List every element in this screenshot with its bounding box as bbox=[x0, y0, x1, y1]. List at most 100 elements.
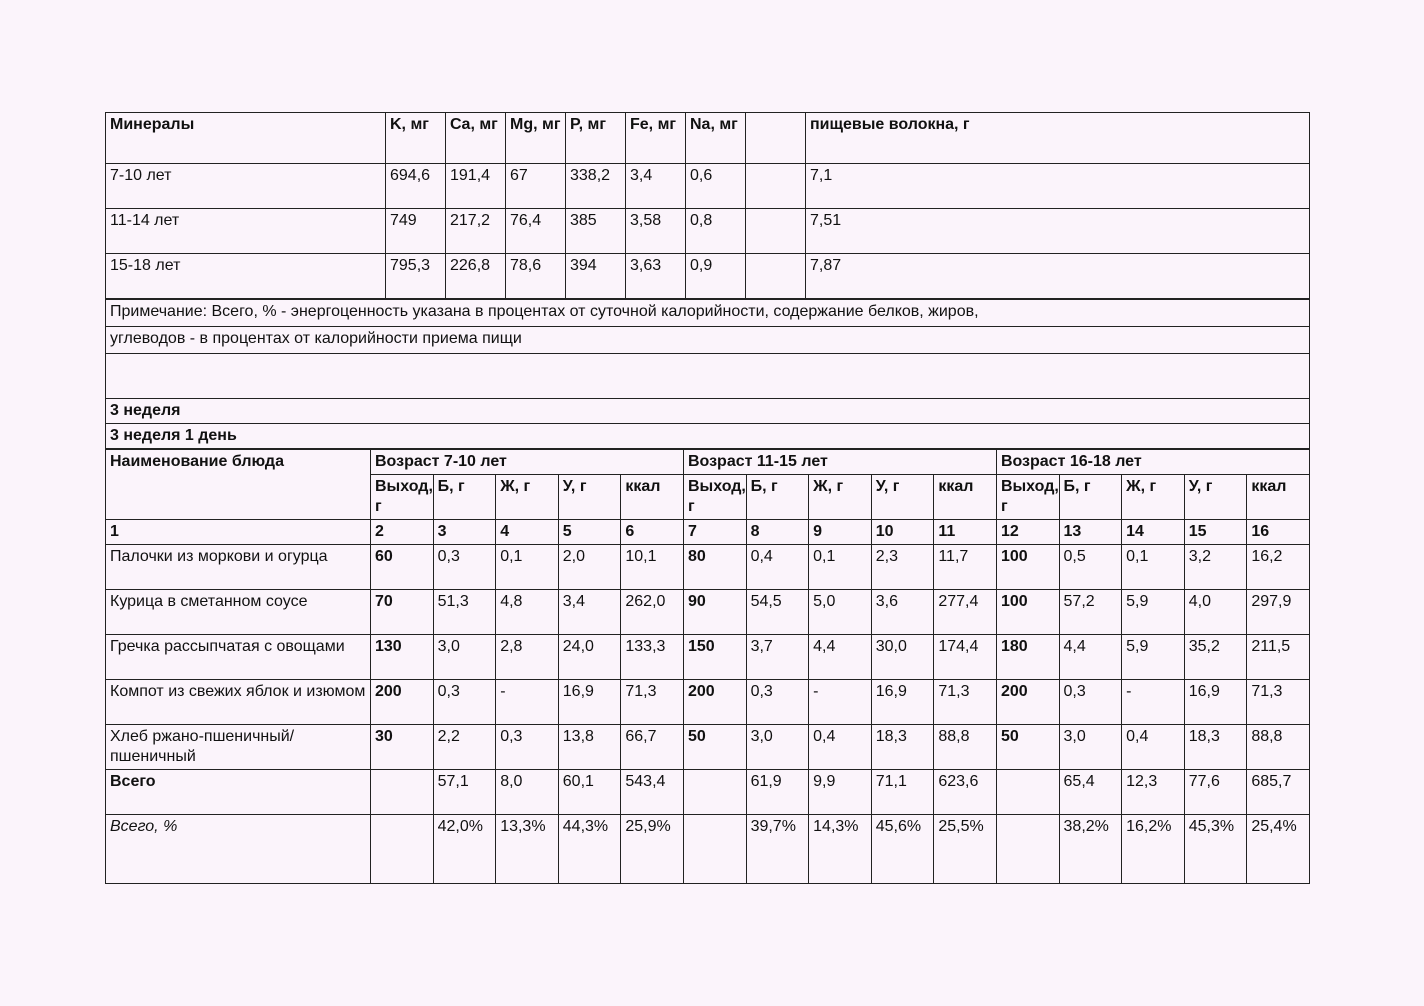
cell: 2,2 bbox=[432, 724, 497, 770]
cell: 3,4 bbox=[557, 589, 622, 635]
cell: 4,4 bbox=[808, 634, 872, 680]
cell: 10 bbox=[870, 519, 935, 545]
cell: 39,7% bbox=[745, 814, 810, 884]
cell: 5,9 bbox=[1121, 634, 1185, 680]
number-row: 1 2 3 4 5 6 7 8 9 10 11 12 13 14 15 16 bbox=[105, 519, 1310, 545]
cell: Возраст 11-15 лет bbox=[682, 449, 997, 475]
cell: 217,2 bbox=[445, 208, 506, 254]
cell: 200 bbox=[995, 679, 1060, 725]
cell: 8,0 bbox=[495, 769, 559, 815]
cell: 7 bbox=[682, 519, 747, 545]
cell: 100 bbox=[995, 544, 1060, 590]
cell: 54,5 bbox=[745, 589, 810, 635]
cell: 0,3 bbox=[1058, 679, 1123, 725]
cell: 6 bbox=[620, 519, 684, 545]
cell: 7-10 лет bbox=[105, 163, 386, 209]
cell: 7,1 bbox=[805, 163, 1310, 209]
cell: 60,1 bbox=[557, 769, 622, 815]
cell: 10,1 bbox=[620, 544, 684, 590]
cell: 9,9 bbox=[808, 769, 872, 815]
cell: 277,4 bbox=[933, 589, 997, 635]
cell: 0,3 bbox=[432, 544, 497, 590]
cell: 3,0 bbox=[432, 634, 497, 680]
cell: 16 bbox=[1246, 519, 1310, 545]
cell: P, мг bbox=[565, 112, 626, 164]
cell bbox=[370, 814, 434, 884]
cell: 38,2% bbox=[1058, 814, 1123, 884]
cell: Наименование блюда bbox=[105, 449, 371, 520]
cell: 90 bbox=[682, 589, 747, 635]
cell: 0,4 bbox=[1121, 724, 1185, 770]
notes-table: Примечание: Всего, % - энергоценность ук… bbox=[105, 299, 1310, 449]
cell: - bbox=[495, 679, 559, 725]
document: Минералы K, мг Ca, мг Mg, мг P, мг Fe, мг Na, … bbox=[105, 112, 1311, 884]
cell: 3,2 bbox=[1183, 544, 1248, 590]
cell: 77,6 bbox=[1183, 769, 1248, 815]
cell: Выход, г bbox=[370, 474, 434, 520]
cell: 45,6% bbox=[870, 814, 935, 884]
cell: 685,7 bbox=[1246, 769, 1310, 815]
cell: 88,8 bbox=[1246, 724, 1310, 770]
cell: 7,51 bbox=[805, 208, 1310, 254]
cell: 57,1 bbox=[432, 769, 497, 815]
cell: Всего bbox=[105, 769, 371, 815]
cell: 25,4% bbox=[1246, 814, 1310, 884]
cell bbox=[370, 769, 434, 815]
cell: 191,4 bbox=[445, 163, 506, 209]
cell: 0,1 bbox=[808, 544, 872, 590]
cell: Палочки из моркови и огурца bbox=[105, 544, 371, 590]
cell: - bbox=[1121, 679, 1185, 725]
cell: 795,3 bbox=[385, 253, 446, 299]
cell: 3,0 bbox=[1058, 724, 1123, 770]
cell: 100 bbox=[995, 589, 1060, 635]
cell: 133,3 bbox=[620, 634, 684, 680]
cell: 24,0 bbox=[557, 634, 622, 680]
cell: 71,1 bbox=[870, 769, 935, 815]
cell: Fe, мг bbox=[625, 112, 686, 164]
cell: 0,6 bbox=[685, 163, 746, 209]
cell: 1 bbox=[105, 519, 371, 545]
cell: 394 bbox=[565, 253, 626, 299]
cell: 3 bbox=[432, 519, 497, 545]
cell bbox=[745, 208, 806, 254]
menu-table: Наименование блюда Возраст 7-10 лет Возрас… bbox=[105, 449, 1311, 884]
cell: 50 bbox=[682, 724, 747, 770]
cell: 15 bbox=[1183, 519, 1248, 545]
cell: Возраст 16-18 лет bbox=[995, 449, 1311, 475]
cell: 66,7 bbox=[620, 724, 684, 770]
cell: 4,4 bbox=[1058, 634, 1123, 680]
cell: 150 bbox=[682, 634, 747, 680]
cell: 5 bbox=[557, 519, 622, 545]
dish-row: Хлеб ржано-пшеничный/пшеничный 30 2,2 0,3 13… bbox=[105, 724, 1310, 770]
cell: 3,6 bbox=[870, 589, 935, 635]
cell: 11,7 bbox=[933, 544, 997, 590]
cell: 44,3% bbox=[557, 814, 622, 884]
cell: 4,0 bbox=[1183, 589, 1248, 635]
dish-row: Компот из свежих яблок и изюмом 200 0,3-16… bbox=[105, 679, 1310, 725]
cell: 0,3 bbox=[745, 679, 810, 725]
cell: 88,8 bbox=[933, 724, 997, 770]
cell: 16,2 bbox=[1246, 544, 1310, 590]
cell bbox=[995, 814, 1060, 884]
cell: 5,0 bbox=[808, 589, 872, 635]
cell: 57,2 bbox=[1058, 589, 1123, 635]
cell: Na, мг bbox=[685, 112, 746, 164]
cell: углеводов - в процентах от калорийности … bbox=[105, 326, 1310, 354]
cell: 16,9 bbox=[870, 679, 935, 725]
cell: 67 bbox=[505, 163, 566, 209]
cell: - bbox=[808, 679, 872, 725]
row: 7-10 лет 694,6 191,4 67 338,2 3,4 0,6 7,1 bbox=[105, 163, 1310, 209]
age-row: Наименование блюда Возраст 7-10 лет Возрас… bbox=[105, 449, 1311, 520]
row: 11-14 лет 749 217,2 76,4 385 3,58 0,8 7,51 bbox=[105, 208, 1310, 254]
dish-row: Всего, % 42,0% 13,3% 44,3% 25,9% 39,7% 14,3% 45… bbox=[105, 814, 1310, 884]
minerals-table: Минералы K, мг Ca, мг Mg, мг P, мг Fe, мг Na, … bbox=[105, 112, 1310, 299]
cell: 2 bbox=[370, 519, 434, 545]
cell: 130 bbox=[370, 634, 434, 680]
cell: 9 bbox=[808, 519, 872, 545]
cell bbox=[745, 163, 806, 209]
cell: 623,6 bbox=[933, 769, 997, 815]
cell: Хлеб ржано-пшеничный/пшеничный bbox=[105, 724, 371, 770]
cell: Ж, г bbox=[1121, 474, 1185, 520]
cell: ккал bbox=[1246, 474, 1310, 520]
cell: 543,4 bbox=[620, 769, 684, 815]
